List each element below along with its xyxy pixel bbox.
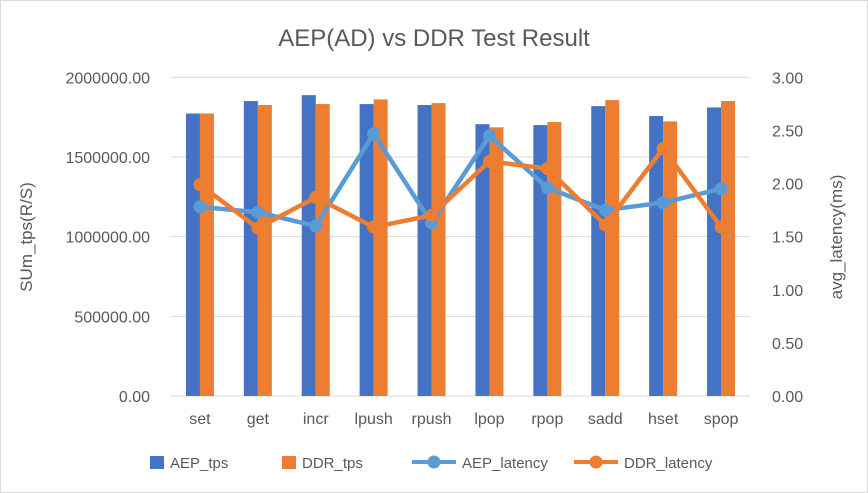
x-tick-label: lpush: [355, 411, 393, 428]
y2-tick-label: 3.00: [772, 70, 803, 87]
bar-AEP_tps-hset: [649, 116, 664, 397]
legend-swatch-AEP_tps: [150, 456, 164, 469]
point-DDR_latency-hset: [656, 141, 670, 155]
x-tick-label: set: [189, 411, 211, 428]
legend-label-AEP_tps: AEP_tps: [170, 455, 228, 472]
legend-marker-DDR_latency: [589, 455, 603, 469]
point-DDR_latency-lpop: [482, 154, 496, 168]
legend-label-DDR_latency: DDR_latency: [624, 455, 713, 472]
bar-AEP_tps-spop: [707, 107, 722, 397]
point-AEP_latency-lpop: [482, 129, 496, 143]
x-tick-label: incr: [303, 411, 329, 428]
y-tick-label: 0.00: [119, 389, 150, 406]
bar-DDR_tps-set: [199, 113, 214, 397]
y2-tick-label: 0.00: [772, 389, 803, 406]
y-tick-label: 1500000.00: [65, 150, 150, 167]
point-DDR_latency-rpop: [540, 162, 554, 176]
bar-DDR_tps-hset: [663, 121, 678, 397]
y2-tick-label: 1.00: [772, 283, 803, 300]
bar-DDR_tps-lpush: [373, 99, 388, 397]
point-AEP_latency-hset: [656, 196, 670, 210]
line-AEP_latency: [199, 131, 722, 229]
point-DDR_latency-rpush: [425, 208, 439, 222]
y2-tick-label: 2.50: [772, 123, 803, 140]
x-tick-label: spop: [704, 411, 739, 428]
y-tick-label: 1000000.00: [65, 230, 150, 247]
x-tick-label: hset: [648, 411, 679, 428]
bar-DDR_tps-spop: [721, 101, 736, 396]
bar-AEP_tps-lpop: [475, 124, 490, 397]
bar-AEP_tps-set: [185, 113, 200, 397]
point-AEP_latency-get: [251, 205, 265, 219]
y-tick-label: 2000000.00: [65, 70, 150, 87]
chart-title: AEP(AD) vs DDR Test Result: [278, 25, 590, 52]
bar-DDR_tps-lpop: [489, 127, 504, 396]
point-AEP_latency-spop: [714, 182, 728, 196]
bar-AEP_tps-incr: [301, 95, 316, 396]
bar-AEP_tps-sadd: [591, 106, 606, 397]
point-AEP_latency-lpush: [367, 127, 381, 141]
x-tick-label: rpop: [531, 411, 563, 428]
bar-DDR_tps-sadd: [605, 100, 620, 397]
y-axis-label: SUm_tps(R/S): [17, 182, 36, 292]
y2-tick-label: 0.50: [772, 336, 803, 353]
point-DDR_latency-lpush: [367, 220, 381, 234]
bar-DDR_tps-get: [257, 105, 272, 396]
bar-DDR_tps-incr: [315, 104, 330, 396]
point-DDR_latency-set: [193, 178, 207, 192]
line-DDR_latency: [198, 146, 723, 231]
point-DDR_latency-get: [251, 221, 265, 235]
legend-label-DDR_tps: DDR_tps: [302, 455, 363, 472]
y2-axis-label: avg_latency(ms): [827, 175, 846, 300]
x-tick-label: lpop: [474, 411, 504, 428]
legend-marker-AEP_latency: [427, 455, 441, 469]
bar-AEP_tps-get: [243, 101, 258, 396]
point-DDR_latency-incr: [309, 190, 323, 204]
point-DDR_latency-spop: [714, 220, 728, 234]
x-tick-label: rpush: [412, 411, 452, 428]
point-AEP_latency-incr: [309, 219, 323, 233]
legend-label-AEP_latency: AEP_latency: [462, 455, 548, 472]
y2-tick-label: 2.00: [772, 177, 803, 194]
point-AEP_latency-sadd: [598, 203, 612, 217]
legend-swatch-DDR_tps: [282, 456, 296, 469]
x-tick-label: get: [247, 411, 270, 428]
y-tick-label: 500000.00: [74, 309, 150, 326]
point-AEP_latency-rpop: [540, 181, 554, 195]
bar-AEP_tps-rpush: [417, 105, 432, 396]
x-tick-label: sadd: [588, 411, 623, 428]
point-AEP_latency-set: [193, 200, 207, 214]
bar-AEP_tps-lpush: [359, 104, 374, 396]
y2-tick-label: 1.50: [772, 230, 803, 247]
point-DDR_latency-sadd: [598, 218, 612, 232]
bar-DDR_tps-rpush: [431, 103, 446, 397]
